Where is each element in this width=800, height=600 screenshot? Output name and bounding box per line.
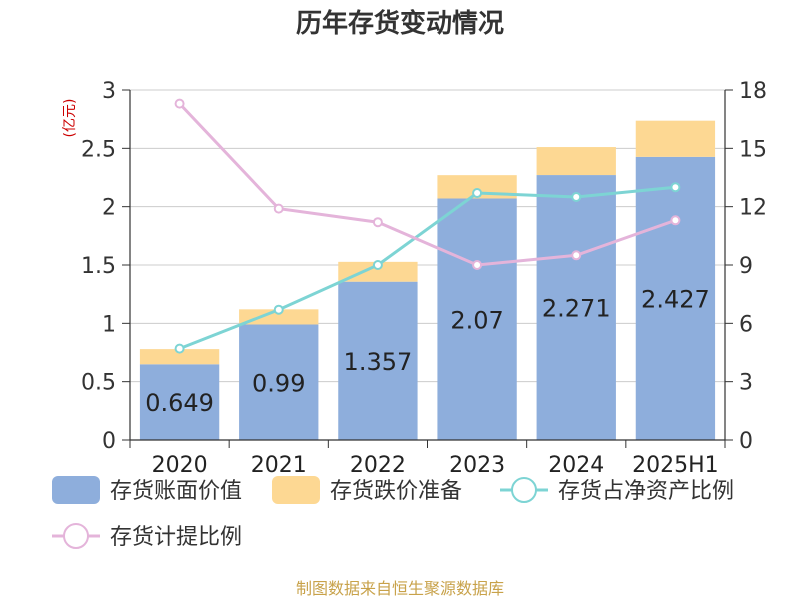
bar-book-value <box>437 198 517 440</box>
legend-label: 存货跌价准备 <box>330 479 462 504</box>
bar-data-label: 0.649 <box>145 389 214 417</box>
right-tick-label: 9 <box>739 254 753 279</box>
net-asset-ratio-point <box>273 304 284 315</box>
bar-book-value <box>536 175 616 441</box>
net-asset-ratio-line <box>179 185 676 351</box>
right-tick-label: 15 <box>739 137 767 162</box>
x-tick-label: 2025H1 <box>632 453 719 478</box>
right-tick-label: 12 <box>739 196 767 221</box>
bar-book-value <box>635 156 716 440</box>
provision-ratio-point <box>174 98 185 109</box>
right-tick-label: 18 <box>739 79 767 104</box>
left-tick-label: 1 <box>102 312 116 337</box>
provision-ratio-point <box>273 203 284 214</box>
legend-swatch-marker <box>63 523 89 549</box>
source-note: 制图数据来自恒生聚源数据库 <box>296 579 504 598</box>
bar-impairment-reserve <box>635 120 716 157</box>
bar-data-label: 2.427 <box>641 285 710 313</box>
bar-book-value <box>139 364 220 440</box>
right-tick-label: 6 <box>739 312 753 337</box>
net-asset-ratio-point <box>372 260 383 270</box>
x-tick-label: 2021 <box>251 453 307 478</box>
legend-swatch-bar <box>52 476 100 504</box>
data-labels: 0.649 0.99 1.357 2.07 2.271 2.427 <box>145 285 710 417</box>
net-asset-ratio-point <box>472 188 483 199</box>
bar-book-value <box>239 324 319 440</box>
bar-data-label: 1.357 <box>344 348 413 376</box>
bar-impairment-reserve <box>338 261 418 282</box>
bar-data-label: 2.07 <box>450 306 503 334</box>
bar-series <box>139 120 716 441</box>
bar-impairment-reserve <box>536 147 616 176</box>
provision-ratio-line <box>178 102 676 267</box>
bar-data-label: 2.271 <box>542 295 611 323</box>
provision-ratio-point <box>670 215 681 226</box>
net-asset-ratio-point <box>670 182 681 193</box>
bar-impairment-reserve <box>139 349 220 365</box>
left-tick-label: 3 <box>102 79 116 104</box>
left-tick-label: 2 <box>102 196 116 221</box>
x-tick-label: 2020 <box>152 453 208 478</box>
bar-data-label: 0.99 <box>252 369 305 397</box>
chart-title: 历年存货变动情况 <box>296 8 504 39</box>
legend-swatch-bar <box>272 476 320 504</box>
gridlines <box>130 89 725 383</box>
left-axis-unit-label: (亿元) <box>62 99 78 138</box>
left-tick-label: 0.5 <box>81 371 116 396</box>
bar-impairment-reserve <box>239 309 319 325</box>
left-tick-label: 0 <box>102 429 116 454</box>
provision-ratio-point <box>372 217 383 228</box>
net-asset-ratio-point <box>571 191 582 202</box>
left-tick-label: 2.5 <box>81 137 116 162</box>
right-tick-label: 3 <box>739 371 753 396</box>
line-series <box>174 98 681 354</box>
axes: 0 0.5 1 1.5 2 2.5 3 0 3 6 9 12 15 18 2020 2021 2022 2023 2… <box>81 79 767 478</box>
legend-label: 存货占净资产比例 <box>558 479 734 504</box>
legend-swatch-marker <box>511 477 537 503</box>
x-tick-label: 2022 <box>350 453 406 478</box>
net-asset-ratio-point <box>174 343 185 354</box>
legend-label: 存货计提比例 <box>110 525 242 550</box>
left-tick-label: 1.5 <box>81 254 116 279</box>
legend-label: 存货账面价值 <box>110 479 242 504</box>
x-tick-label: 2023 <box>449 453 505 478</box>
bar-book-value <box>338 281 418 440</box>
x-tick-label: 2024 <box>548 453 604 478</box>
right-tick-label: 0 <box>739 429 753 454</box>
provision-ratio-point <box>571 250 582 261</box>
provision-ratio-point <box>472 260 483 270</box>
